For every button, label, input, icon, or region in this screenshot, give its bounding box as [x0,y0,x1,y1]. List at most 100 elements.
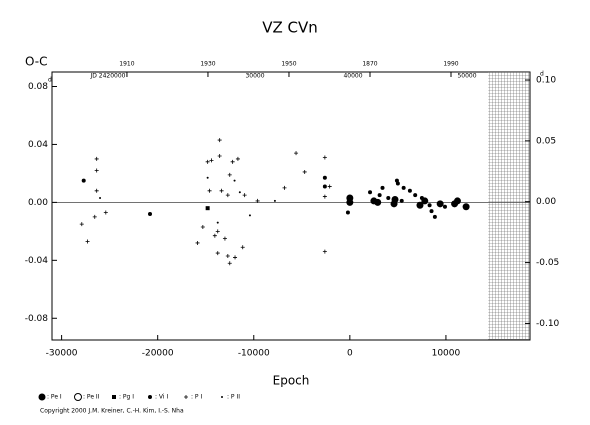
point [233,255,238,260]
point [94,156,99,161]
point [327,184,332,189]
point [401,185,406,190]
x2-tick-label: 1990 [443,61,458,68]
x-tick-label: -30000 [46,349,78,359]
point [81,178,86,183]
plot-frame [51,71,531,341]
point [209,158,214,163]
jd-label: 40000 [343,73,362,80]
point [219,188,224,193]
x-tick-label: 0 [347,349,353,359]
point [94,188,99,193]
point [302,169,307,174]
point [99,197,102,200]
point [205,159,210,164]
point [346,198,354,206]
point [235,156,240,161]
point [391,195,399,203]
point [212,233,217,238]
point [74,393,82,401]
point [282,185,287,190]
point [453,197,461,205]
point [427,203,432,208]
y2-tick-label: 0.05 [536,136,556,146]
jd-label: JD 2420000 [89,73,125,80]
x2-tick-label: 1870 [362,61,377,68]
point [225,193,230,198]
point [225,253,230,258]
point [103,210,108,215]
copyright: Copyright 2000 J.M. Kreiner, C.-H. Kim, … [40,408,184,415]
x-tick-label: 10000 [432,349,461,359]
point [215,229,220,234]
legend-label: : Pe I [47,394,62,401]
point [206,176,209,179]
point [377,193,382,198]
y2-tick-label: -0.10 [536,319,560,329]
legend-label: : Pg I [119,394,134,401]
point [322,249,327,254]
x-tick-label: -10000 [238,349,270,359]
point [216,221,219,224]
point [399,198,404,203]
x2-tick-label: 1930 [200,61,215,68]
y-tick-label: -0.04 [25,256,49,266]
legend-label: : P II [227,394,240,401]
point [92,214,97,219]
x2-tick-label: 1910 [119,61,134,68]
point [195,240,200,245]
point [248,214,251,217]
chart-title: VZ CVn [262,19,318,37]
jd-label: 50000 [457,73,476,80]
x-tick-label: -20000 [142,349,174,359]
y-unit: d [48,77,52,84]
point [205,206,210,211]
point [374,198,382,206]
point [221,396,223,398]
y2-tick-label: 0.10 [536,76,556,86]
point [322,175,327,180]
point [322,194,327,199]
point [207,188,212,193]
point [79,222,84,227]
point [395,181,400,186]
point [217,138,222,143]
point [294,151,299,156]
point [222,236,227,241]
x-axis-label: Epoch [273,374,310,388]
point [386,196,391,201]
y-tick-label: 0.00 [28,198,48,208]
point [227,261,232,266]
point [432,214,437,219]
point [429,209,434,214]
point [200,225,205,230]
point [227,172,232,177]
point [240,245,245,250]
point [217,154,222,159]
x2-tick-label: 1950 [281,61,296,68]
shaded-region [488,72,530,340]
legend-label: : Pe II [83,394,100,401]
point [112,395,116,399]
point [273,199,276,202]
point [380,185,385,190]
point [148,395,152,399]
point [38,393,46,401]
point [368,190,373,195]
legend-label: : P I [191,394,202,401]
point [230,159,235,164]
y2-tick-label: -0.05 [536,258,559,268]
y2-unit: d [540,71,544,78]
y-tick-label: 0.08 [28,82,48,92]
point [215,251,220,256]
point [94,168,99,173]
point [322,184,327,189]
point [322,155,327,160]
point [242,193,247,198]
point [184,395,188,399]
point [462,203,470,211]
point [345,210,350,215]
point [85,239,90,244]
point [233,179,236,182]
